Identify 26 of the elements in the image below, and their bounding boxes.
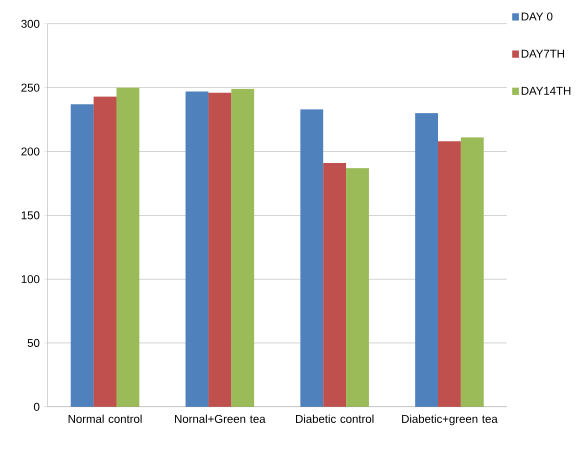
bar [438,141,461,407]
bar [300,110,324,407]
bar [186,92,208,407]
x-tick-label: Diabetic control [296,414,374,424]
x-tick-label: Nornal+Green tea [175,414,266,424]
bar [346,168,369,407]
bar [94,96,116,407]
y-tick-label: 250 [21,84,40,92]
bar [323,163,346,407]
bar [70,104,94,407]
y-tick-label: 200 [21,148,40,156]
legend-label: DAY 0 [522,12,552,21]
legend-label: DAY7TH [522,50,564,58]
bar [208,92,232,407]
bar [415,113,438,407]
y-tick-label: 300 [21,20,40,28]
y-tick-label: 150 [22,211,40,220]
bar [116,88,140,407]
x-tick-label: Normal control [68,414,142,424]
y-tick-label: 0 [34,402,40,412]
bar [460,138,484,407]
x-tick-label: Diabetic+green tea [402,414,498,426]
legend-label: DAY14TH [522,87,570,95]
y-tick-label: 50 [28,339,40,348]
bar [231,89,254,407]
y-tick-label: 100 [22,275,40,284]
